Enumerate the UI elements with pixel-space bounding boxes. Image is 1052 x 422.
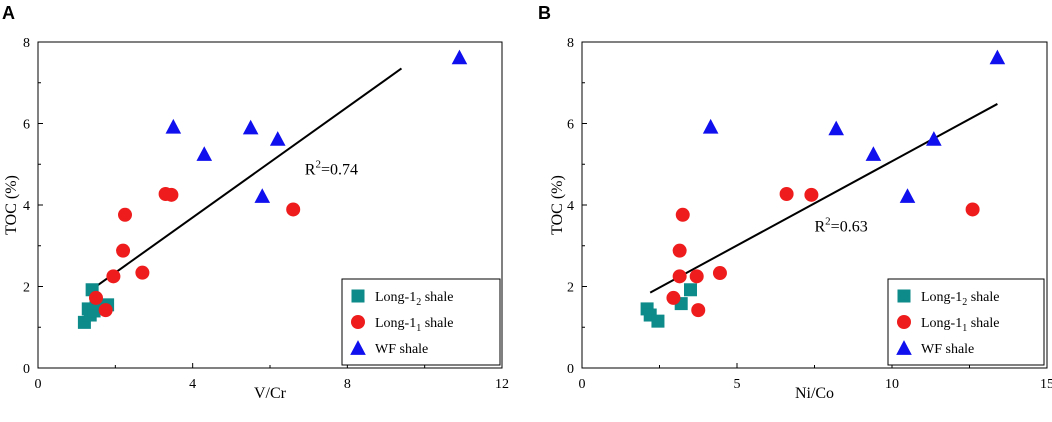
x-tick-label: 8 (344, 377, 351, 392)
circle-data-point (164, 187, 179, 202)
legend-label: Long-11 shale (375, 316, 453, 334)
triangle-data-point (828, 120, 844, 136)
triangle-data-point (926, 131, 942, 146)
legend-box (887, 278, 1045, 366)
legend-square-marker (897, 289, 911, 303)
legend-circle-marker (897, 315, 911, 329)
y-tick-label: 0 (567, 362, 574, 377)
y-tick-label: 4 (567, 199, 574, 214)
y-axis-title: TOC (%) (549, 175, 566, 235)
circle-data-point (672, 269, 687, 284)
circle-data-point (779, 186, 794, 201)
y-tick-label: 8 (23, 36, 30, 51)
circle-data-point (135, 265, 150, 280)
legend-square-marker (351, 289, 365, 303)
square-data-point (684, 283, 697, 297)
regression-line (649, 103, 998, 294)
circle-data-point (286, 202, 301, 217)
legend-box (341, 278, 501, 366)
triangle-data-point (989, 49, 1006, 65)
triangle-data-point (269, 131, 286, 146)
y-tick-label: 6 (567, 118, 574, 133)
x-tick-label: 15 (1040, 377, 1052, 392)
x-tick-label: 10 (885, 377, 899, 392)
circle-data-point (712, 266, 727, 281)
y-tick-label: 2 (567, 281, 574, 296)
triangle-data-point (196, 146, 213, 161)
legend-circle-marker (351, 315, 365, 329)
circle-data-point (675, 207, 690, 222)
triangle-data-point (899, 188, 916, 203)
circle-data-point (666, 290, 681, 305)
legend-label: Long-11 shale (921, 316, 999, 334)
regression-line (89, 67, 403, 292)
x-tick-label: 0 (35, 377, 42, 392)
y-tick-label: 0 (23, 362, 30, 377)
x-tick-label: 0 (579, 377, 586, 392)
triangle-data-point (865, 146, 882, 161)
y-tick-label: 8 (567, 36, 574, 51)
x-tick-label: 5 (734, 377, 741, 392)
legend-label: WF shale (375, 342, 428, 357)
circle-data-point (116, 243, 131, 258)
legend-triangle-marker (350, 340, 366, 355)
legend-triangle-marker (896, 340, 912, 355)
x-axis-title: V/Cr (254, 385, 287, 402)
x-tick-label: 4 (189, 377, 196, 392)
y-tick-label: 6 (23, 118, 30, 133)
circle-data-point (106, 269, 121, 284)
panel-letter-b: B (538, 3, 551, 23)
chart-a: 0 4 8 12 0 2 4 6 8 V/Cr TOC (%) R2=0.74 Long-12 shal… (3, 36, 509, 402)
circle-data-point (689, 269, 704, 284)
x-axis-title: Ni/Co (795, 385, 834, 402)
circle-data-point (118, 207, 132, 222)
circle-data-point (804, 187, 819, 202)
y-tick-label: 4 (23, 199, 30, 214)
circle-data-point (89, 290, 103, 305)
triangle-data-point (165, 118, 182, 134)
triangle-data-point (451, 49, 468, 65)
circle-data-point (965, 202, 980, 217)
legend-label: Long-12 shale (921, 290, 999, 308)
triangle-data-point (702, 118, 719, 134)
y-axis-title: TOC (%) (3, 175, 20, 235)
y-tick-label: 2 (23, 281, 30, 296)
r-squared-annotation: R2=0.63 (815, 215, 868, 235)
x-tick-label: 12 (495, 377, 509, 392)
circle-data-point (691, 303, 706, 318)
circle-data-point (98, 303, 113, 318)
legend-label: Long-12 shale (375, 290, 453, 308)
panel-letter-a: A (2, 3, 15, 23)
circle-data-point (672, 243, 687, 258)
legend-label: WF shale (921, 342, 974, 357)
square-data-point (651, 314, 665, 328)
triangle-data-point (254, 188, 271, 203)
r-squared-annotation: R2=0.74 (305, 158, 358, 178)
chart-b: 0 5 10 15 0 2 4 6 8 Ni/Co TOC (%) R2=0.63 Long-12 sh… (549, 36, 1052, 402)
triangle-data-point (242, 119, 259, 135)
